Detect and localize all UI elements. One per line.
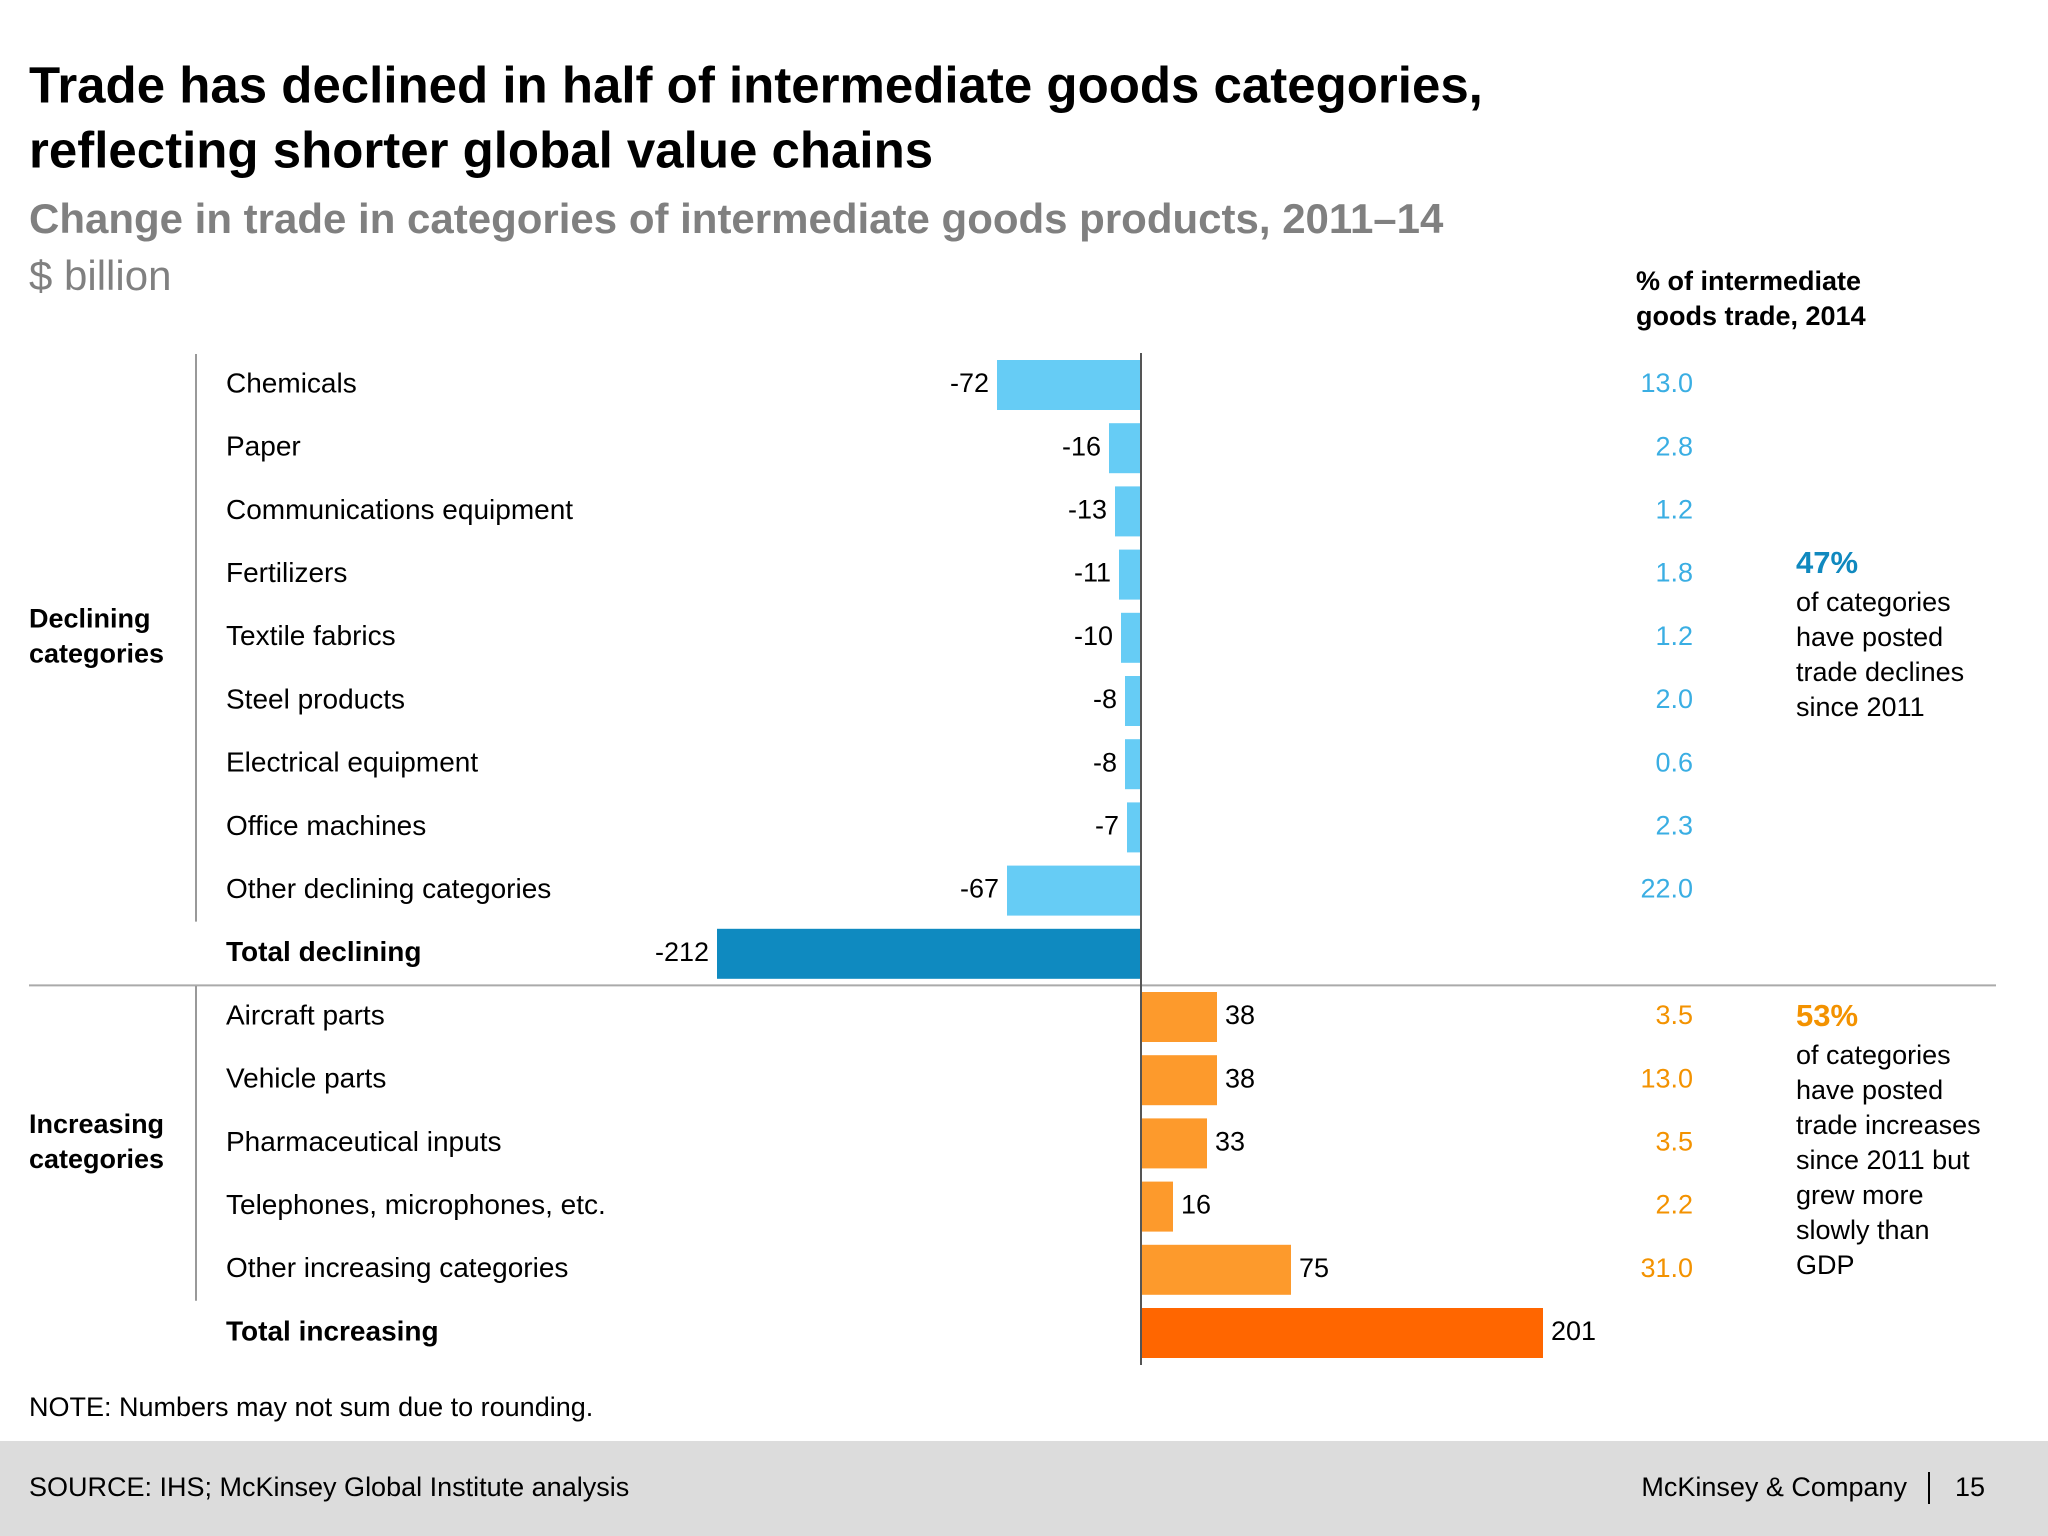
share-header: % of intermediate: [1636, 266, 1861, 296]
value-label: -67: [960, 874, 999, 904]
bar: [1115, 486, 1141, 537]
value-label: -212: [655, 937, 709, 967]
share-value: 2.3: [1655, 811, 1693, 841]
note: NOTE: Numbers may not sum due to roundin…: [29, 1392, 593, 1422]
title-line: reflecting shorter global value chains: [29, 121, 933, 178]
unit: $ billion: [29, 252, 171, 299]
bar: [1125, 739, 1141, 790]
value-label: 33: [1215, 1127, 1245, 1157]
category-label: Telephones, microphones, etc.: [226, 1189, 606, 1220]
bar: [1119, 549, 1141, 600]
category-label: Office machines: [226, 810, 426, 841]
bar: [997, 360, 1141, 410]
category-label: Pharmaceutical inputs: [226, 1126, 501, 1157]
group-label: categories: [29, 1144, 164, 1174]
note-line: trade increases: [1796, 1110, 1981, 1140]
category-label: Aircraft parts: [226, 999, 385, 1030]
note-line: trade declines: [1796, 657, 1964, 687]
group-label: Declining: [29, 603, 151, 633]
share-value: 3.5: [1655, 1127, 1693, 1157]
category-label: Textile fabrics: [226, 620, 396, 651]
category-label: Other declining categories: [226, 873, 551, 904]
share-value: 1.2: [1655, 621, 1693, 651]
value-label: -10: [1074, 621, 1113, 651]
note-line: grew more: [1796, 1180, 1924, 1210]
share-value: 1.2: [1655, 495, 1693, 525]
category-label: Total increasing: [226, 1315, 439, 1346]
share-value: 13.0: [1640, 1063, 1693, 1093]
category-label: Other increasing categories: [226, 1252, 568, 1283]
footer-band: [0, 1441, 2048, 1536]
value-label: -8: [1093, 747, 1117, 777]
share-value: 22.0: [1640, 874, 1693, 904]
brand: McKinsey & Company: [1641, 1472, 1907, 1502]
page-number: 15: [1955, 1472, 1985, 1502]
note-line: since 2011 but: [1796, 1145, 1970, 1175]
bar: [1141, 1244, 1291, 1295]
bar: [1141, 1308, 1543, 1358]
share-value: 2.2: [1655, 1190, 1693, 1220]
share-value: 2.8: [1655, 431, 1693, 461]
note-line: slowly than: [1796, 1215, 1930, 1245]
note-line: since 2011: [1796, 692, 1925, 722]
note-line: have posted: [1796, 1075, 1943, 1105]
note-line: of categories: [1796, 1040, 1951, 1070]
subtitle: Change in trade in categories of interme…: [29, 195, 1444, 242]
share-header: goods trade, 2014: [1636, 301, 1866, 331]
group-label: Increasing: [29, 1109, 164, 1139]
bar: [1141, 1055, 1217, 1106]
category-label: Chemicals: [226, 367, 357, 398]
note-lead: 53%: [1796, 998, 1858, 1033]
value-label: 38: [1225, 1063, 1255, 1093]
bar: [1121, 612, 1141, 663]
bar: [1141, 1118, 1207, 1169]
share-value: 2.0: [1655, 684, 1693, 714]
title-line: Trade has declined in half of intermedia…: [29, 56, 1483, 113]
value-label: -11: [1074, 558, 1111, 588]
value-label: -72: [950, 368, 989, 398]
category-label: Steel products: [226, 683, 405, 714]
bar: [1141, 1181, 1173, 1232]
share-value: 1.8: [1655, 558, 1693, 588]
source: SOURCE: IHS; McKinsey Global Institute a…: [29, 1472, 629, 1502]
value-label: 16: [1181, 1190, 1211, 1220]
note-line: have posted: [1796, 622, 1943, 652]
value-label: -16: [1062, 431, 1101, 461]
note-line: GDP: [1796, 1250, 1855, 1280]
share-value: 0.6: [1655, 747, 1693, 777]
value-label: 75: [1299, 1253, 1329, 1283]
value-label: -7: [1095, 811, 1119, 841]
share-value: 13.0: [1640, 368, 1693, 398]
share-value: 31.0: [1640, 1253, 1693, 1283]
category-label: Communications equipment: [226, 494, 573, 525]
bar: [717, 928, 1141, 979]
value-label: -8: [1093, 684, 1117, 714]
bar: [1127, 802, 1141, 853]
note-lead: 47%: [1796, 545, 1858, 580]
bar: [1125, 676, 1141, 726]
value-label: -13: [1068, 495, 1107, 525]
category-label: Electrical equipment: [226, 747, 478, 778]
group-label: categories: [29, 638, 164, 668]
bar: [1141, 992, 1217, 1042]
note-line: of categories: [1796, 587, 1951, 617]
category-label: Total declining: [226, 936, 421, 967]
category-label: Fertilizers: [226, 557, 347, 588]
bar: [1007, 865, 1141, 916]
category-label: Vehicle parts: [226, 1063, 386, 1094]
bar: [1109, 423, 1141, 474]
share-value: 3.5: [1655, 1000, 1693, 1030]
value-label: 38: [1225, 1000, 1255, 1030]
value-label: 201: [1551, 1316, 1596, 1346]
category-label: Paper: [226, 431, 301, 462]
